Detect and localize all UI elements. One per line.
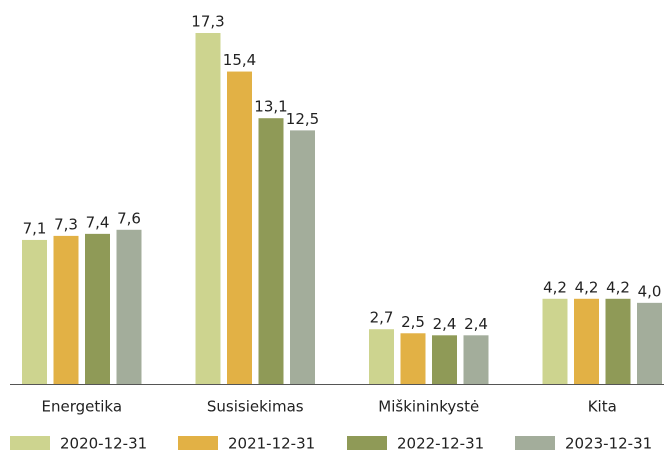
bar	[432, 335, 457, 384]
bar	[605, 298, 631, 384]
data-label: 4,2	[575, 278, 599, 296]
bar	[290, 130, 315, 384]
legend-swatch	[178, 436, 218, 450]
bar	[85, 233, 110, 384]
bar	[400, 333, 426, 384]
bar	[22, 239, 47, 384]
legend-swatch	[347, 436, 387, 450]
data-label: 7,4	[86, 213, 110, 231]
data-label: 2,7	[370, 309, 394, 327]
bar	[369, 329, 394, 384]
data-label: 7,6	[117, 209, 141, 227]
legend-swatch	[515, 436, 555, 450]
legend-label: 2020-12-31	[60, 435, 147, 452]
legend-swatch	[10, 436, 50, 450]
bar	[116, 229, 142, 384]
data-label: 7,3	[54, 215, 78, 233]
data-label: 4,2	[606, 278, 630, 296]
data-label: 12,5	[286, 110, 319, 128]
bar	[53, 235, 79, 384]
legend-label: 2023-12-31	[565, 435, 652, 452]
bar	[637, 302, 662, 384]
bar	[463, 335, 489, 384]
legend-label: 2022-12-31	[397, 435, 484, 452]
x-tick-label: Kita	[588, 398, 617, 416]
data-label: 17,3	[191, 13, 224, 31]
bar	[195, 33, 221, 384]
bar	[258, 118, 284, 385]
data-label: 2,4	[433, 315, 457, 333]
x-tick-label: Miškininkystė	[378, 398, 479, 416]
x-tick-label: Energetika	[41, 398, 122, 416]
bar	[574, 298, 599, 384]
bar	[227, 71, 252, 384]
data-label: 15,4	[223, 51, 256, 69]
data-label: 2,4	[464, 315, 488, 333]
data-label: 4,0	[638, 282, 662, 300]
data-label: 4,2	[543, 278, 567, 296]
data-label: 2,5	[401, 313, 425, 331]
legend-label: 2021-12-31	[228, 435, 315, 452]
x-tick-label: Susisiekimas	[207, 398, 304, 416]
data-label: 7,1	[23, 219, 47, 237]
data-label: 13,1	[254, 98, 287, 116]
bar	[542, 298, 568, 384]
